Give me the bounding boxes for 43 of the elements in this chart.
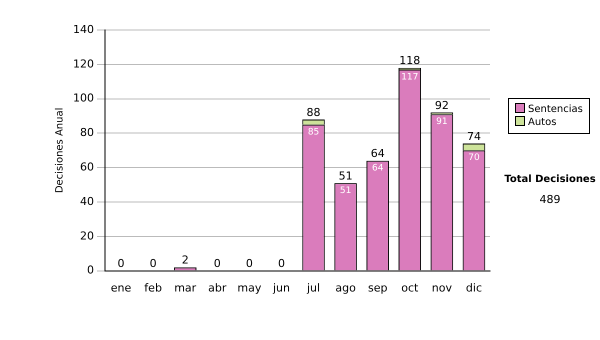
total-label: 0	[118, 257, 125, 270]
x-tick-label: nov	[432, 281, 452, 294]
y-tick-label: 140	[72, 22, 94, 36]
legend-label: Sentencias	[527, 103, 583, 116]
x-tick-label: ene	[110, 281, 132, 294]
total-label: 0	[278, 257, 285, 270]
total-label: 118	[399, 54, 420, 68]
x-tick-label: feb	[144, 281, 162, 294]
y-tick-label: 0	[86, 264, 94, 277]
total-label: 92	[434, 98, 449, 112]
data-label: 91	[436, 117, 448, 128]
x-tick-label: may	[237, 281, 262, 294]
y-tick-label: 60	[80, 160, 94, 174]
text: 489	[538, 192, 562, 208]
data-label: 51	[340, 186, 352, 196]
data-label: 70	[468, 153, 480, 164]
data-label: 85	[308, 127, 320, 138]
y-tick-label: 120	[72, 57, 94, 70]
x-tick-label: sep	[368, 281, 388, 294]
x-tick-label: abr	[208, 281, 227, 294]
data-label: 64	[372, 164, 384, 174]
data-label: 117	[401, 72, 418, 82]
x-tick-label: ago	[335, 281, 356, 294]
x-tick-label: jul	[306, 281, 320, 294]
text: Total Decisiones	[503, 173, 597, 187]
x-tick-label: jun	[272, 281, 290, 294]
total-label: 51	[338, 169, 353, 182]
total-label: 2	[182, 254, 189, 267]
total-label: 74	[466, 130, 481, 143]
total-label: 88	[306, 106, 321, 119]
x-tick-label: dic	[466, 281, 482, 294]
total-label: 64	[370, 147, 385, 160]
total-label: 0	[246, 257, 253, 270]
y-axis-title: Decisiones Anual	[54, 108, 66, 194]
y-tick-label: 100	[72, 92, 94, 105]
y-tick-label: 20	[80, 229, 94, 242]
x-tick-label: mar	[174, 281, 197, 294]
y-tick-label: 80	[80, 126, 94, 140]
y-tick-label: 40	[80, 194, 94, 208]
x-tick-label: oct	[401, 281, 420, 294]
legend-label: Autos	[527, 116, 558, 129]
total-label: 0	[214, 257, 221, 270]
total-label: 0	[150, 257, 157, 270]
